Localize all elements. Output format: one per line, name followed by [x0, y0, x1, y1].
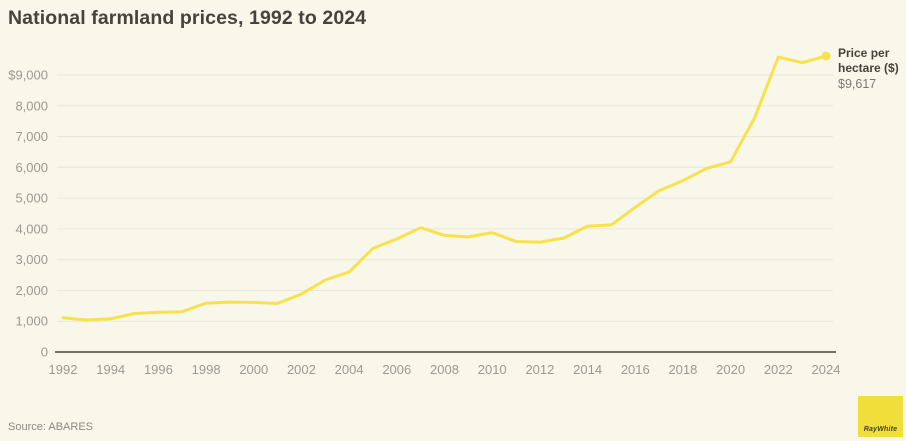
source-note: Source: ABARES: [8, 421, 93, 433]
x-tick-label: 2022: [764, 362, 793, 377]
chart-title: National farmland prices, 1992 to 2024: [8, 7, 367, 29]
y-tick-label: 8,000: [15, 98, 48, 113]
x-tick-label: 2006: [382, 362, 411, 377]
price-line: [61, 54, 828, 322]
y-tick-label: 5,000: [15, 191, 48, 206]
series-legend: Price per hectare ($) $9,617: [838, 46, 906, 92]
y-tick-label: $9,000: [8, 68, 48, 83]
x-tick-label: 2002: [287, 362, 316, 377]
line-end-dot: [821, 51, 831, 61]
y-tick-label: 6,000: [15, 160, 48, 175]
x-tick-label: 1996: [144, 362, 173, 377]
y-tick-label: 4,000: [15, 221, 48, 236]
x-tick-label: 2016: [621, 362, 650, 377]
x-tick-label: 2020: [716, 362, 745, 377]
x-tick-label: 1998: [192, 362, 221, 377]
y-tick-label: 2,000: [15, 283, 48, 298]
raywhite-logo-text: RayWhite: [863, 426, 898, 433]
x-tick-label: 2008: [430, 362, 459, 377]
legend-value: $9,617: [838, 77, 877, 91]
x-tick-label: 2010: [478, 362, 507, 377]
x-tick-label: 1992: [49, 362, 78, 377]
y-tick-label: 0: [41, 345, 48, 360]
x-tick-label: 2014: [573, 362, 602, 377]
y-tick-label: 1,000: [15, 314, 48, 329]
x-tick-label: 2024: [812, 362, 841, 377]
y-tick-label: 3,000: [15, 252, 48, 267]
y-tick-label: 7,000: [15, 129, 48, 144]
x-tick-label: 2018: [668, 362, 697, 377]
x-tick-label: 1994: [96, 362, 125, 377]
x-tick-label: 2004: [335, 362, 364, 377]
raywhite-logo: RayWhite: [858, 396, 903, 437]
x-tick-label: 2000: [239, 362, 268, 377]
legend-label: Price per hectare ($): [838, 46, 899, 75]
x-tick-label: 2012: [525, 362, 554, 377]
